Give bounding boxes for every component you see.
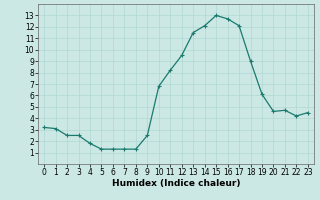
X-axis label: Humidex (Indice chaleur): Humidex (Indice chaleur) bbox=[112, 179, 240, 188]
